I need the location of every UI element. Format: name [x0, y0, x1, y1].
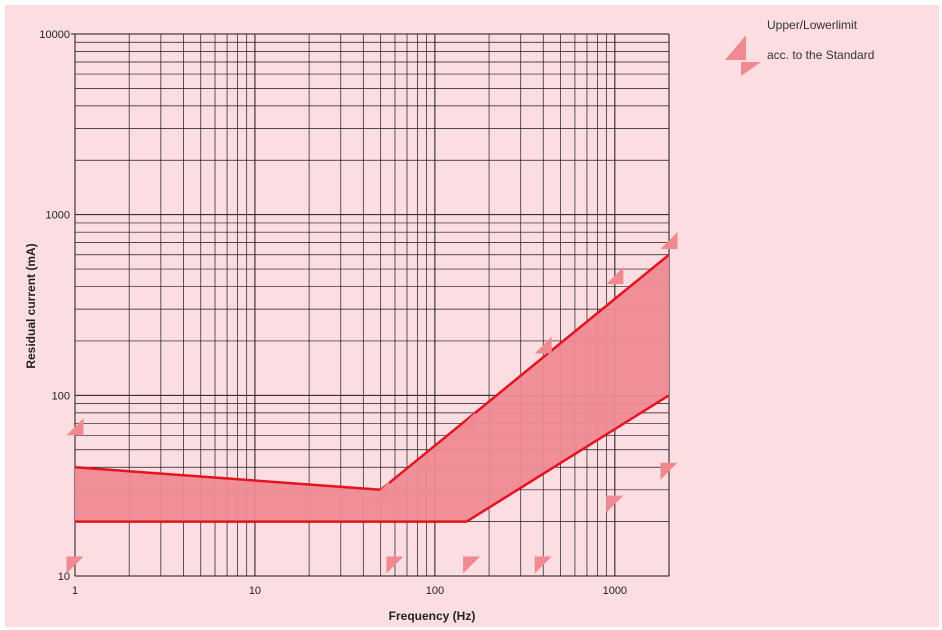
- y-tick-label: 100: [52, 390, 70, 402]
- lower-limit-marker: [66, 556, 84, 574]
- upper-limit-marker: [534, 336, 552, 354]
- x-tick-label: 1: [72, 585, 78, 597]
- lower-limit-marker: [606, 495, 624, 513]
- lower-limit-marker: [534, 556, 552, 574]
- legend-triangle-icon: [725, 35, 761, 76]
- limit-markers: [66, 231, 678, 574]
- upper-limit-marker: [660, 231, 678, 249]
- y-tick-label: 10000: [39, 29, 70, 41]
- y-axis-title: Residual current (mA): [24, 243, 38, 368]
- legend-upper-triangle: [725, 35, 746, 60]
- lower-limit-line: [75, 394, 670, 523]
- chart-frame: 1 10 100 1000 10 100 1000 10000 Frequency (Hz) …: [5, 5, 939, 627]
- legend: Upper/Lowerlimit acc. to the Standard: [725, 18, 874, 76]
- x-tick-label: 10: [249, 585, 261, 597]
- x-tick-label: 100: [426, 585, 444, 597]
- lower-limit-marker: [386, 556, 404, 574]
- chart-background: [5, 5, 939, 627]
- lower-limit-marker: [463, 556, 481, 574]
- upper-limit-marker: [458, 412, 476, 430]
- legend-line-1: Upper/Lowerlimit: [767, 18, 858, 32]
- y-tick-label: 1000: [46, 210, 70, 222]
- lower-limit-marker: [660, 462, 678, 480]
- x-tick-label: 1000: [603, 585, 627, 597]
- legend-lower-triangle: [741, 62, 761, 76]
- tolerance-band-fill: [75, 254, 669, 522]
- legend-line-2: acc. to the Standard: [767, 48, 874, 62]
- upper-limit-marker: [606, 267, 624, 285]
- y-tick-label: 10: [58, 571, 70, 583]
- upper-limit-marker: [66, 418, 84, 436]
- upper-limit-marker: [372, 481, 390, 499]
- x-axis-title: Frequency (Hz): [389, 609, 476, 623]
